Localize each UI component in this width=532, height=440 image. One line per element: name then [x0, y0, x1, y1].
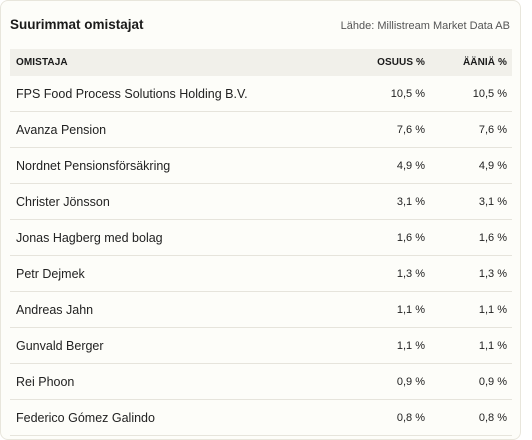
owner-name: Gunvald Berger	[16, 338, 104, 353]
owner-votes: 0,9 %	[478, 375, 507, 388]
column-header-votes: ÄÄNIÄ %	[462, 57, 507, 68]
owner-name: Christer Jönsson	[16, 194, 110, 209]
owner-votes: 1,1 %	[478, 339, 507, 352]
table-row: Avanza Pension 7,6 % 7,6 %	[10, 112, 512, 148]
column-header-share: OSUUS %	[377, 57, 425, 68]
owner-share: 0,9 %	[396, 375, 425, 388]
owner-name: Avanza Pension	[16, 122, 107, 137]
owner-votes: 4,9 %	[478, 159, 507, 172]
owner-votes: 7,6 %	[478, 123, 507, 136]
owner-votes: 1,6 %	[478, 231, 507, 244]
owners-table: OMISTAJA OSUUS % ÄÄNIÄ % FPS Food Proces…	[10, 49, 512, 436]
owner-share: 4,9 %	[396, 159, 425, 172]
table-row: Federico Gómez Galindo 0,8 % 0,8 %	[10, 400, 512, 436]
card-header: Suurimmat omistajat Lähde: Millistream M…	[10, 17, 510, 37]
table-header-row: OMISTAJA OSUUS % ÄÄNIÄ %	[10, 49, 512, 76]
table-row: Jonas Hagberg med bolag 1,6 % 1,6 %	[10, 220, 512, 256]
table-row: Gunvald Berger 1,1 % 1,1 %	[10, 328, 512, 364]
owner-name: Jonas Hagberg med bolag	[16, 230, 163, 245]
table-row: Andreas Jahn 1,1 % 1,1 %	[10, 292, 512, 328]
owner-votes: 1,1 %	[478, 303, 507, 316]
owner-share: 3,1 %	[396, 195, 425, 208]
data-source-label: Lähde: Millistream Market Data AB	[340, 20, 510, 32]
owner-name: FPS Food Process Solutions Holding B.V.	[16, 86, 248, 101]
owner-votes: 1,3 %	[478, 267, 507, 280]
owner-share: 0,8 %	[396, 411, 425, 424]
owner-share: 1,3 %	[396, 267, 425, 280]
owner-name: Nordnet Pensionsförsäkring	[16, 158, 171, 173]
owner-share: 7,6 %	[396, 123, 425, 136]
table-row: Nordnet Pensionsförsäkring 4,9 % 4,9 %	[10, 148, 512, 184]
largest-owners-card: Suurimmat omistajat Lähde: Millistream M…	[0, 0, 521, 440]
table-row: FPS Food Process Solutions Holding B.V. …	[10, 76, 512, 112]
card-title: Suurimmat omistajat	[10, 17, 144, 32]
owner-share: 1,1 %	[396, 339, 425, 352]
owner-votes: 3,1 %	[478, 195, 507, 208]
column-header-owner: OMISTAJA	[16, 57, 68, 68]
owner-votes: 0,8 %	[478, 411, 507, 424]
owner-name: Federico Gómez Galindo	[16, 410, 155, 425]
table-row: Petr Dejmek 1,3 % 1,3 %	[10, 256, 512, 292]
owner-votes: 10,5 %	[472, 87, 507, 100]
owner-name: Petr Dejmek	[16, 266, 85, 281]
owner-share: 10,5 %	[390, 87, 425, 100]
owner-name: Andreas Jahn	[16, 302, 94, 317]
table-row: Christer Jönsson 3,1 % 3,1 %	[10, 184, 512, 220]
owner-share: 1,6 %	[396, 231, 425, 244]
table-row: Rei Phoon 0,9 % 0,9 %	[10, 364, 512, 400]
owner-share: 1,1 %	[396, 303, 425, 316]
owner-name: Rei Phoon	[16, 374, 75, 389]
